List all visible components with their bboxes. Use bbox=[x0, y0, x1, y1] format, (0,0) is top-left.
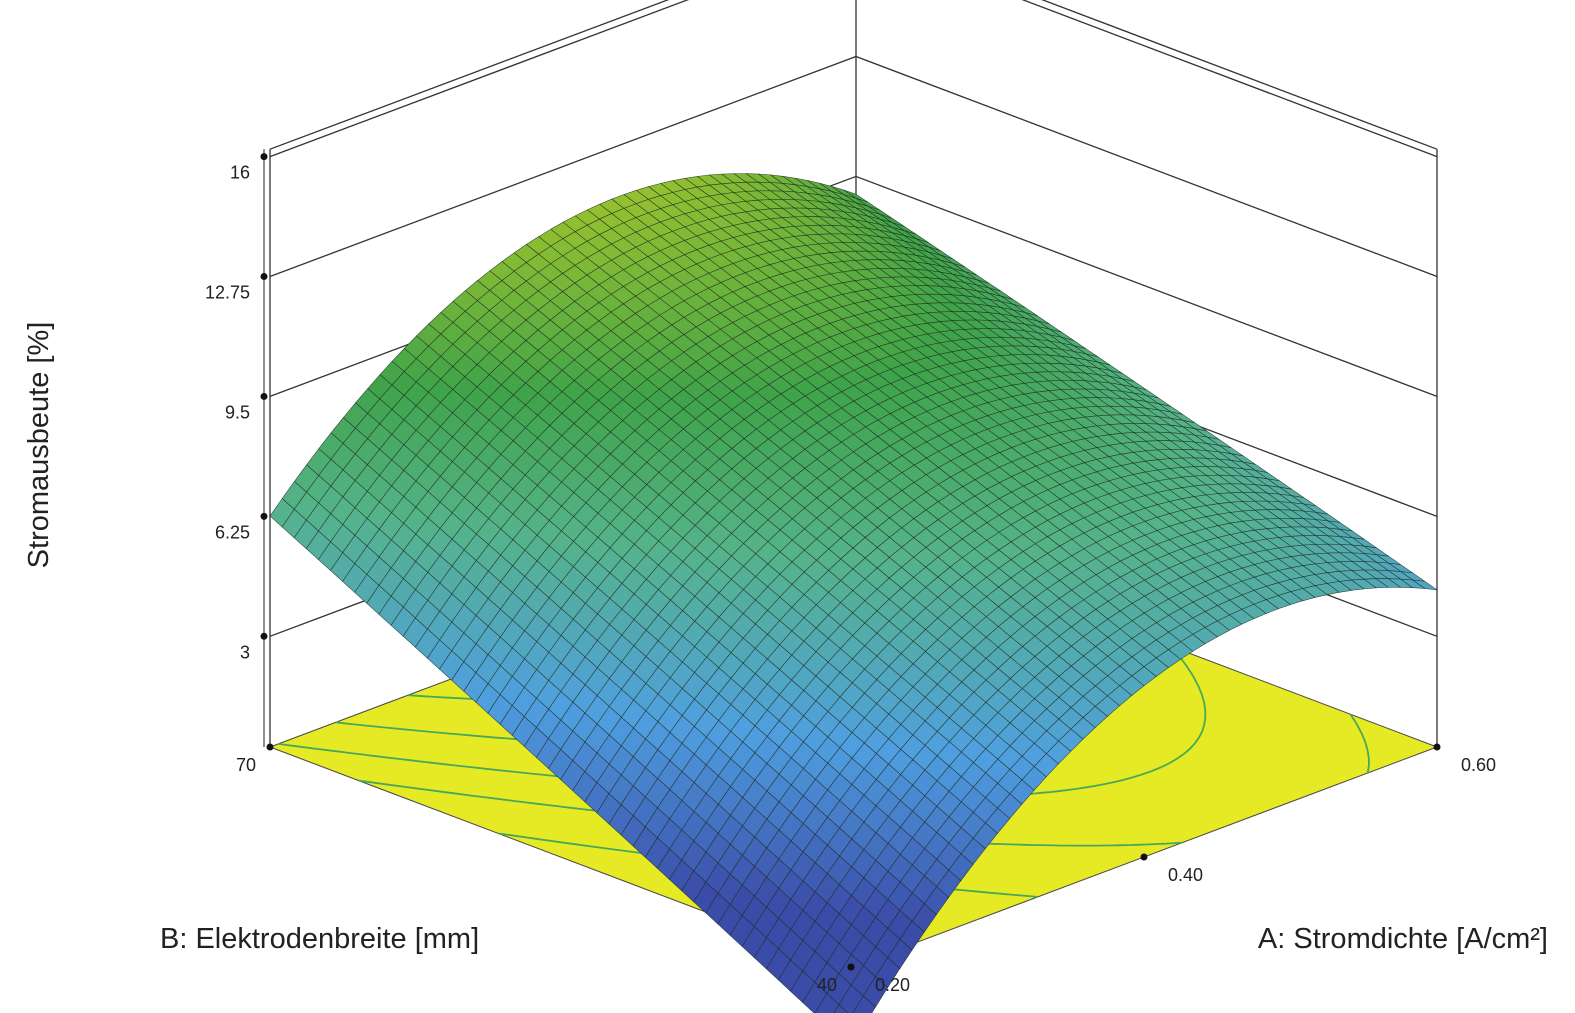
wall-top-edge bbox=[269, 0, 1438, 150]
z-axis-title: Stromausbeute [%] bbox=[23, 322, 55, 569]
z-tick-label: 9.5 bbox=[225, 402, 250, 422]
z-tick-mark bbox=[260, 512, 268, 520]
x-tick-mark bbox=[1433, 743, 1441, 751]
wall-gridline bbox=[269, 0, 1438, 158]
z-tick-mark bbox=[260, 273, 268, 281]
z-tick-label: 12.75 bbox=[205, 283, 250, 303]
z-tick-mark bbox=[260, 153, 268, 161]
z-tick-mark bbox=[260, 632, 268, 640]
surface-facet bbox=[852, 995, 876, 1013]
z-tick-label: 3 bbox=[240, 642, 250, 662]
x-tick-label: 0.20 bbox=[875, 975, 910, 995]
x-axis-title: A: Stromdichte [A/cm²] bbox=[1258, 923, 1548, 955]
x-tick-mark bbox=[1140, 853, 1148, 861]
y-tick-mark bbox=[266, 743, 274, 751]
y-axis-title: B: Elektrodenbreite [mm] bbox=[160, 923, 479, 955]
surface-facet bbox=[833, 1004, 849, 1013]
z-tick-mark bbox=[260, 392, 268, 400]
z-tick-label: 6.25 bbox=[215, 522, 250, 542]
x-tick-label: 0.40 bbox=[1168, 865, 1203, 885]
y-tick-mark bbox=[847, 963, 855, 971]
y-tick-label: 40 bbox=[817, 975, 837, 995]
y-tick-label: 70 bbox=[236, 755, 256, 775]
axes: 3 6.25 9.5 12.75 16 0.20 0.40 0.60 40 70 bbox=[205, 149, 1496, 995]
x-tick-label: 0.60 bbox=[1461, 755, 1496, 775]
response-surface bbox=[269, 173, 1438, 1013]
z-tick-label: 16 bbox=[230, 163, 250, 183]
